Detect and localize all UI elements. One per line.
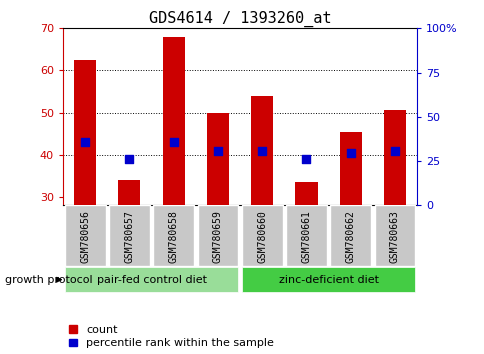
Bar [339,132,361,205]
Bar [162,37,184,205]
Text: GSM780656: GSM780656 [80,210,90,263]
Point [390,148,398,153]
Legend: count, percentile rank within the sample: count, percentile rank within the sample [68,325,273,348]
Bar [383,110,405,205]
Bar [242,267,414,292]
Bar [295,182,317,205]
Text: GSM780661: GSM780661 [301,210,311,263]
Point [81,139,89,145]
Bar [118,180,140,205]
Point [302,156,310,162]
Text: GSM780660: GSM780660 [257,210,267,263]
Bar [286,205,326,266]
Bar [153,205,194,266]
Text: GSM780663: GSM780663 [389,210,399,263]
Bar [207,113,228,205]
Point [258,148,266,153]
Point [213,148,221,153]
Title: GDS4614 / 1393260_at: GDS4614 / 1393260_at [149,11,331,27]
Bar [74,60,96,205]
Bar [374,205,414,266]
Text: GSM780658: GSM780658 [168,210,178,263]
Bar [242,205,282,266]
Bar [109,205,150,266]
Bar [197,205,238,266]
Text: GSM780657: GSM780657 [124,210,134,263]
Text: zinc-deficient diet: zinc-deficient diet [278,275,378,285]
Bar [65,205,106,266]
Point [169,139,177,145]
Text: growth protocol: growth protocol [5,275,92,285]
Text: GSM780662: GSM780662 [345,210,355,263]
Bar [330,205,370,266]
Text: pair-fed control diet: pair-fed control diet [96,275,206,285]
Text: GSM780659: GSM780659 [212,210,223,263]
Bar [251,96,272,205]
Point [346,150,354,155]
Point [125,156,133,162]
Bar [65,267,238,292]
